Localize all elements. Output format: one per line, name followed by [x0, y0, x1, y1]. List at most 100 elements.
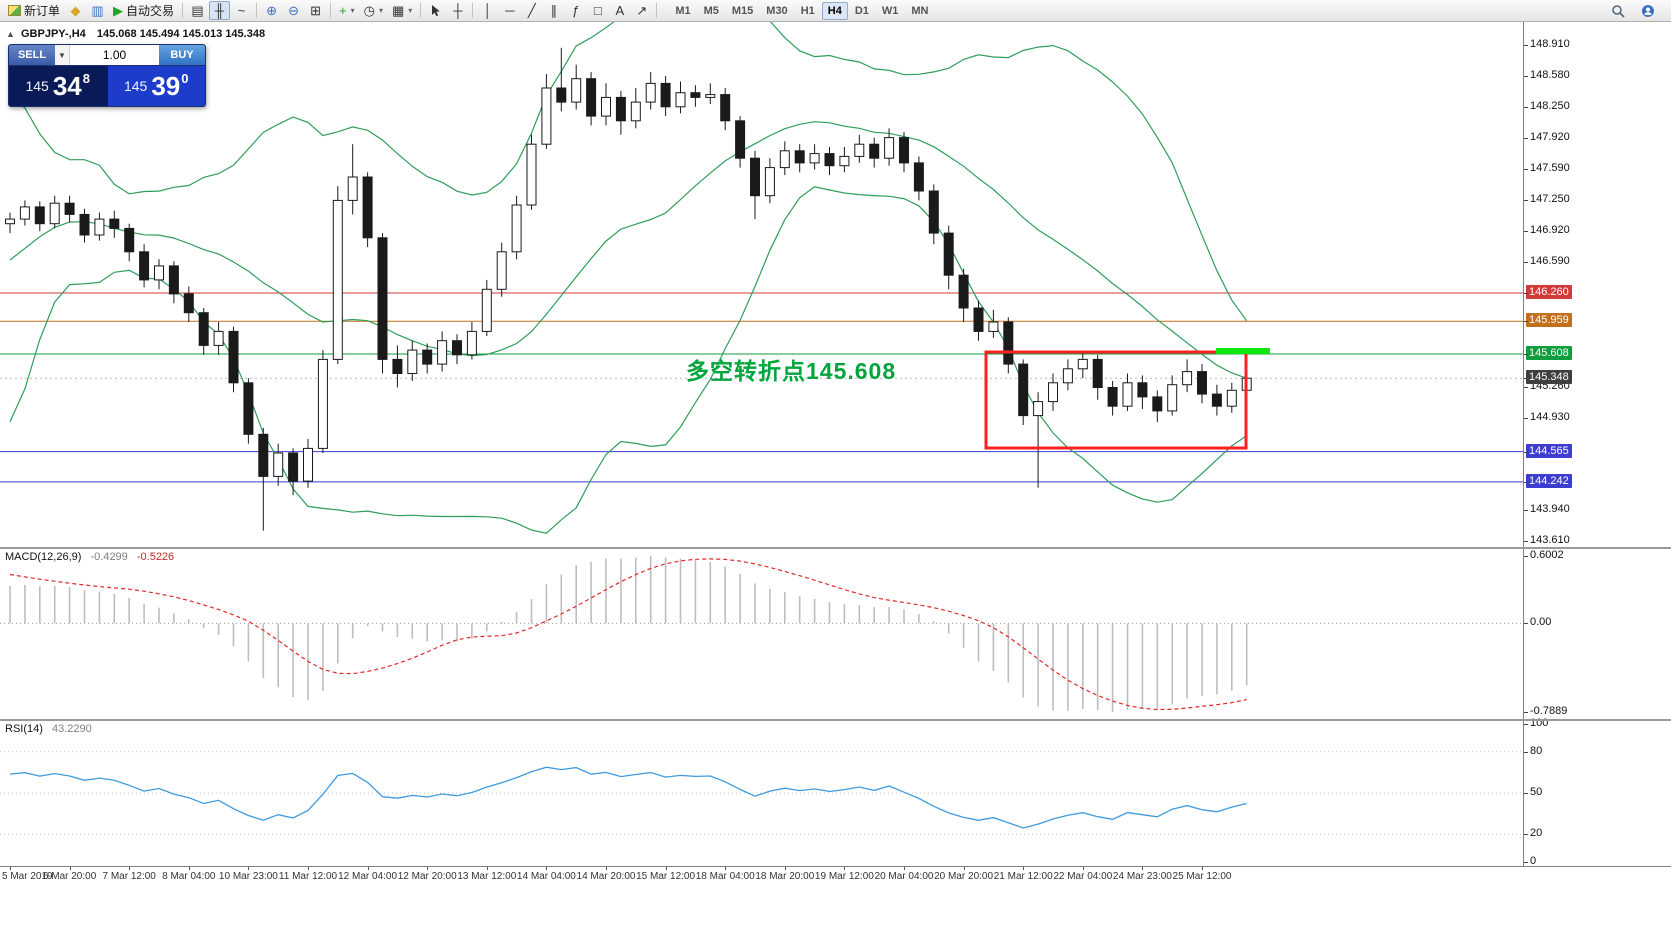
- profile-button[interactable]: ▥: [87, 1, 108, 20]
- channel-button[interactable]: ∥: [543, 1, 564, 20]
- text-tool-button[interactable]: A: [609, 1, 630, 20]
- candle: [437, 331, 448, 372]
- sell-button[interactable]: SELL: [9, 45, 55, 65]
- axis-tick: [1524, 751, 1528, 753]
- axis-tick: [1524, 481, 1528, 483]
- toolbar-separator: [330, 3, 332, 18]
- candle: [1033, 392, 1044, 488]
- symbol-info: ▲ GBPJPY-,H4 145.068 145.494 145.013 145…: [6, 28, 265, 40]
- templates-icon: ▦: [392, 2, 405, 18]
- candle: [109, 210, 120, 238]
- toolbar-separator: [472, 3, 474, 18]
- candle: [1122, 373, 1133, 411]
- candle: [1003, 317, 1014, 374]
- arrows-tool-button[interactable]: ↗: [631, 1, 652, 20]
- bar-chart-icon: ▤: [191, 2, 204, 18]
- community-button[interactable]: [1637, 1, 1659, 20]
- axis-tick: [1524, 386, 1528, 388]
- candle: [586, 72, 597, 126]
- toolbar-separator: [256, 3, 258, 18]
- candle: [466, 322, 477, 360]
- candle: [839, 147, 850, 173]
- candle: [228, 326, 239, 393]
- turning-point-annotation[interactable]: 多空转折点145.608: [686, 358, 897, 384]
- timeframe-m15[interactable]: M15: [731, 4, 754, 17]
- time-tick: [486, 867, 488, 870]
- indicators-button[interactable]: + ▾: [335, 1, 359, 20]
- macd-canvas[interactable]: [0, 549, 1523, 719]
- vertical-line-button[interactable]: │: [477, 1, 498, 20]
- rsi-axis-label: 0: [1530, 855, 1537, 867]
- buy-button[interactable]: BUY: [159, 45, 205, 65]
- sell-price-pips: 34: [52, 71, 82, 101]
- candlestick-chart-button[interactable]: ╫: [209, 1, 231, 20]
- candle: [1048, 373, 1058, 411]
- timeframe-m1[interactable]: M1: [675, 4, 691, 17]
- buy-price-pips: 39: [151, 71, 181, 101]
- axis-tick: [1524, 231, 1528, 233]
- zoom-in-button[interactable]: ⊕: [261, 1, 282, 20]
- rsi-axis-label: 50: [1530, 786, 1543, 798]
- grid-price-label: 147.590: [1530, 161, 1570, 174]
- timeframe-toolbar: M1 M5 M15 M30 H1 H4 D1 W1 MN: [669, 1, 934, 20]
- new-order-button[interactable]: 新订单: [4, 1, 64, 20]
- candle: [526, 134, 537, 210]
- candle: [973, 300, 984, 341]
- autotrading-play-icon: ▶: [113, 2, 124, 18]
- line-chart-button[interactable]: ~: [231, 1, 252, 20]
- timeframe-m30[interactable]: M30: [766, 4, 788, 17]
- candle: [556, 47, 567, 112]
- crosshair-button[interactable]: ┼: [447, 1, 468, 20]
- candle: [690, 85, 701, 107]
- fibonacci-button[interactable]: ƒ: [565, 1, 586, 20]
- buy-price-button[interactable]: 145 39 0: [106, 66, 205, 106]
- timeframe-d1[interactable]: D1: [854, 4, 869, 17]
- time-tick: [546, 867, 548, 870]
- pane-separator[interactable]: [0, 719, 1671, 721]
- periods-button[interactable]: ◷ ▾: [360, 1, 387, 20]
- axis-tick: [1524, 862, 1528, 863]
- pane-separator[interactable]: [0, 547, 1671, 549]
- chart-wizard-button[interactable]: ◆: [65, 1, 86, 20]
- rsi-canvas[interactable]: [0, 721, 1523, 866]
- sell-price-button[interactable]: 145 34 8: [9, 66, 107, 106]
- chevron-down-icon: ▾: [378, 6, 383, 15]
- cursor-button[interactable]: [425, 1, 446, 20]
- candle: [5, 212, 15, 234]
- time-tick: [248, 867, 250, 870]
- rsi-name: RSI(14): [5, 723, 43, 735]
- zoom-out-button[interactable]: ⊖: [283, 1, 304, 20]
- shapes-button[interactable]: □: [587, 1, 608, 20]
- search-button[interactable]: [1607, 1, 1629, 20]
- time-tick: [844, 867, 846, 870]
- annotation-rectangle[interactable]: [984, 350, 1248, 450]
- timeframe-m5[interactable]: M5: [703, 4, 719, 17]
- axis-tick: [1524, 378, 1528, 380]
- bar-chart-button[interactable]: ▤: [187, 1, 208, 20]
- candle: [79, 208, 90, 243]
- candle: [764, 158, 775, 204]
- tile-windows-icon: ⊞: [310, 2, 321, 18]
- candle: [735, 116, 746, 168]
- timeframe-w1[interactable]: W1: [881, 4, 899, 17]
- candle: [958, 268, 969, 322]
- volume-input[interactable]: [70, 45, 159, 65]
- candle: [362, 172, 373, 248]
- timeframe-h4[interactable]: H4: [821, 1, 848, 20]
- rsi-axis-label: 80: [1530, 744, 1543, 757]
- candle: [1092, 354, 1103, 400]
- time-label: 12 Mar 20:00: [397, 871, 457, 882]
- bid-price-label: 145.348: [1526, 370, 1572, 385]
- timeframe-mn[interactable]: MN: [911, 4, 929, 17]
- templates-button[interactable]: ▦ ▾: [388, 1, 416, 20]
- symbol-name: GBPJPY-,H4: [20, 28, 86, 40]
- timeframe-h1[interactable]: H1: [800, 4, 815, 17]
- main-chart-canvas[interactable]: [0, 22, 1523, 547]
- channel-icon: ∥: [550, 2, 558, 18]
- horizontal-line-button[interactable]: ─: [499, 1, 520, 20]
- tile-windows-button[interactable]: ⊞: [305, 1, 326, 20]
- trendline-button[interactable]: ╱: [521, 1, 542, 20]
- annotation-highlight[interactable]: [1216, 348, 1270, 354]
- autotrading-button[interactable]: ▶ 自动交易: [109, 1, 178, 20]
- volume-dropdown-button[interactable]: ▼: [55, 45, 70, 65]
